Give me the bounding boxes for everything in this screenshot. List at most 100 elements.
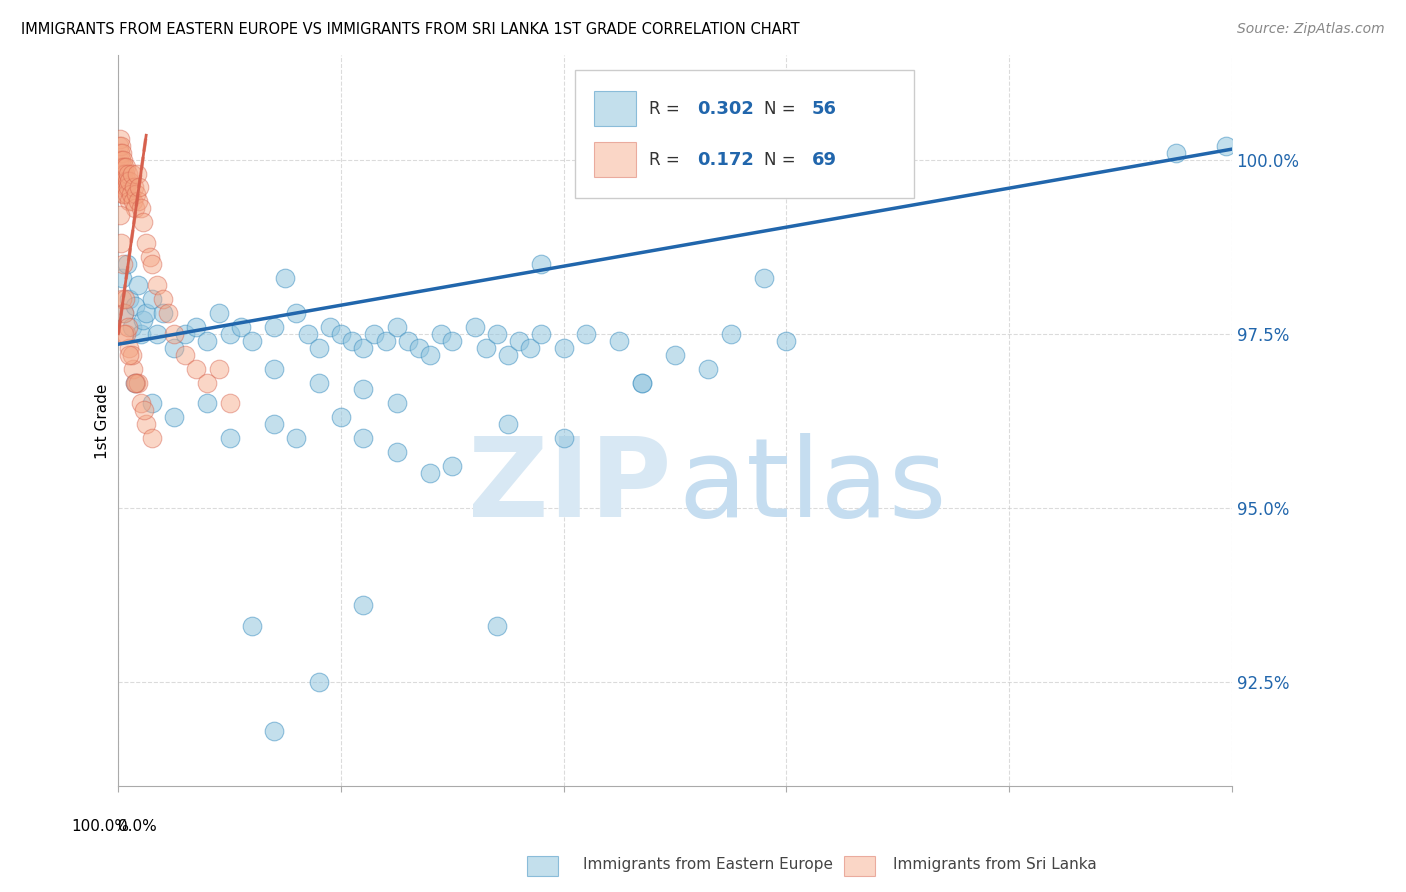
Point	[129, 396, 152, 410]
Point	[352, 599, 374, 613]
Point	[110, 236, 132, 251]
Text: 69: 69	[813, 151, 837, 169]
Point	[474, 341, 496, 355]
Point	[112, 306, 135, 320]
Point	[152, 292, 174, 306]
Point	[496, 417, 519, 432]
Point	[441, 459, 464, 474]
Point	[441, 334, 464, 348]
Point	[111, 180, 134, 194]
Point	[121, 319, 143, 334]
Point	[630, 376, 652, 390]
Point	[146, 326, 169, 341]
Point	[112, 187, 135, 202]
Point	[118, 194, 141, 209]
Point	[240, 334, 263, 348]
Point	[352, 431, 374, 445]
Point	[330, 410, 353, 425]
Point	[1215, 138, 1237, 153]
Point	[485, 326, 508, 341]
Point	[121, 194, 143, 209]
Point	[127, 167, 149, 181]
Text: 56: 56	[813, 100, 837, 118]
Point	[163, 410, 186, 425]
Point	[174, 326, 197, 341]
Point	[186, 319, 208, 334]
Point	[108, 153, 131, 167]
Point	[553, 431, 575, 445]
Point	[114, 180, 136, 194]
Point	[129, 202, 152, 216]
Point	[114, 187, 136, 202]
Point	[122, 180, 145, 194]
Point	[135, 306, 157, 320]
Point	[115, 326, 138, 341]
Point	[132, 313, 155, 327]
Point	[117, 187, 139, 202]
Point	[408, 341, 430, 355]
Point	[152, 306, 174, 320]
Point	[108, 145, 131, 160]
Point	[207, 306, 229, 320]
Point	[117, 180, 139, 194]
Y-axis label: 1st Grade: 1st Grade	[96, 384, 110, 458]
Point	[112, 326, 135, 341]
Point	[218, 326, 240, 341]
Text: ZIP: ZIP	[468, 434, 672, 541]
Point	[108, 208, 131, 222]
Point	[340, 334, 363, 348]
Point	[385, 445, 408, 459]
Point	[496, 348, 519, 362]
Point	[363, 326, 385, 341]
Point	[146, 277, 169, 292]
Point	[319, 319, 342, 334]
Point	[163, 341, 186, 355]
Point	[630, 376, 652, 390]
Point	[111, 271, 134, 285]
Point	[132, 215, 155, 229]
Text: R =: R =	[650, 151, 686, 169]
Point	[124, 376, 146, 390]
Point	[115, 173, 138, 187]
Point	[186, 361, 208, 376]
Point	[124, 202, 146, 216]
Point	[218, 396, 240, 410]
Point	[285, 431, 308, 445]
Point	[127, 194, 149, 209]
Point	[174, 348, 197, 362]
Point	[117, 167, 139, 181]
Point	[419, 466, 441, 480]
Point	[352, 341, 374, 355]
Point	[111, 292, 134, 306]
Point	[111, 173, 134, 187]
Point	[374, 334, 396, 348]
Point	[141, 396, 163, 410]
Text: N =: N =	[763, 100, 801, 118]
Point	[112, 160, 135, 174]
Text: Immigrants from Sri Lanka: Immigrants from Sri Lanka	[893, 857, 1097, 872]
Point	[127, 376, 149, 390]
Point	[263, 319, 285, 334]
Point	[129, 326, 152, 341]
Point	[218, 431, 240, 445]
Point	[485, 619, 508, 633]
Point	[141, 292, 163, 306]
Point	[330, 326, 353, 341]
Point	[118, 173, 141, 187]
Point	[112, 173, 135, 187]
Point	[118, 341, 141, 355]
Point	[132, 403, 155, 417]
Point	[111, 145, 134, 160]
Point	[128, 180, 150, 194]
Point	[111, 160, 134, 174]
Text: R =: R =	[650, 100, 686, 118]
Point	[114, 292, 136, 306]
Bar	[593, 142, 636, 178]
Point	[664, 348, 686, 362]
Point	[720, 326, 742, 341]
Point	[163, 326, 186, 341]
Point	[285, 306, 308, 320]
Text: 0.302: 0.302	[697, 100, 754, 118]
Point	[308, 341, 330, 355]
Point	[240, 619, 263, 633]
